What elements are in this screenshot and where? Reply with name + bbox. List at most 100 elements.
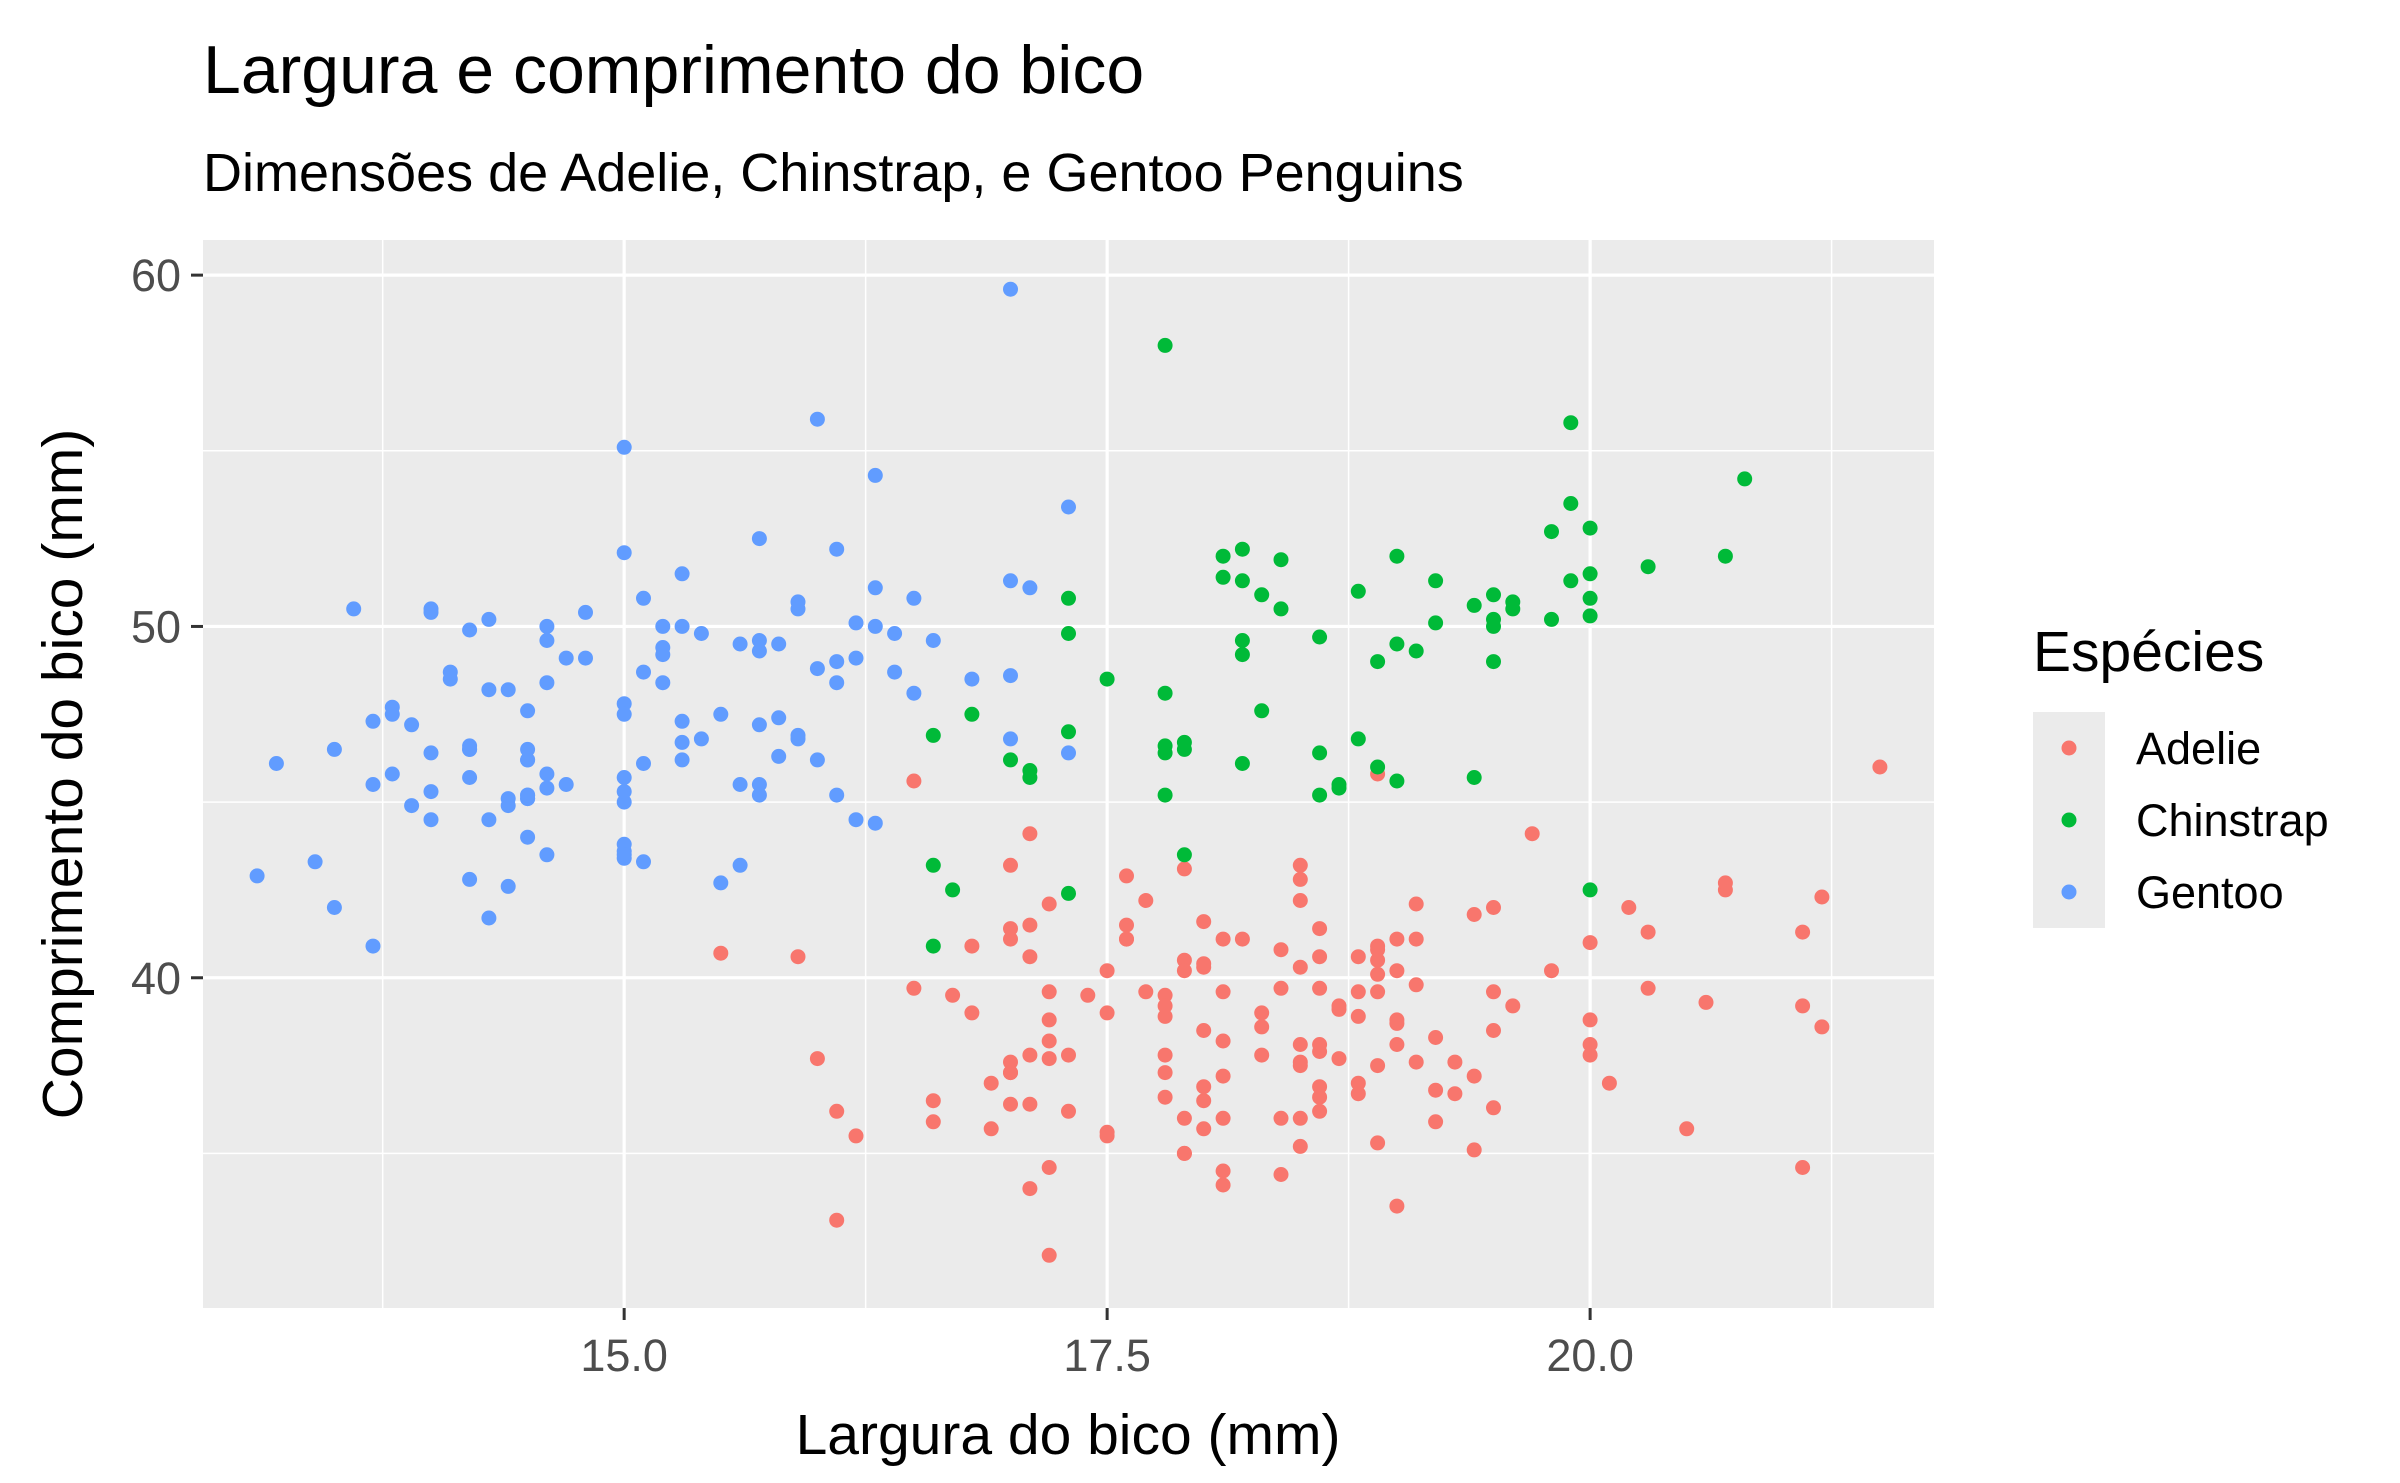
data-point: [1389, 1198, 1405, 1214]
data-point: [713, 706, 729, 722]
data-point: [1234, 541, 1250, 557]
data-point: [365, 777, 381, 792]
data-point: [1041, 1247, 1057, 1263]
data-point: [1003, 1054, 1018, 1070]
data-point: [1061, 1103, 1076, 1119]
data-point: [616, 784, 632, 800]
data-point: [307, 854, 323, 870]
data-point: [1582, 1047, 1598, 1063]
data-point: [1119, 931, 1134, 947]
data-point: [1292, 1138, 1308, 1154]
data-point: [925, 633, 941, 648]
data-point: [1544, 963, 1559, 979]
data-point: [867, 467, 883, 483]
data-point: [1312, 1079, 1328, 1095]
data-point: [423, 604, 439, 620]
data-point: [1196, 1121, 1212, 1137]
data-point: [809, 661, 825, 677]
data-point: [481, 812, 497, 828]
grid-minor-lines: [203, 240, 1934, 1308]
data-point: [616, 696, 632, 712]
data-point: [1640, 559, 1656, 575]
data-point: [732, 857, 748, 873]
data-point: [829, 675, 845, 691]
data-point: [636, 590, 651, 606]
data-point: [1698, 994, 1714, 1010]
data-point: [1196, 914, 1212, 930]
data-point: [1061, 745, 1076, 761]
data-point: [1176, 734, 1192, 750]
data-point: [867, 815, 883, 831]
data-point: [1157, 685, 1173, 701]
data-point: [1273, 552, 1289, 568]
data-point: [751, 787, 767, 803]
axis-ticks: [191, 273, 1592, 1320]
data-point: [1254, 1005, 1270, 1021]
data-point: [751, 633, 767, 648]
data-point: [481, 611, 497, 627]
data-point: [1486, 900, 1501, 915]
data-point: [1389, 963, 1405, 979]
data-point: [655, 640, 671, 655]
data-point: [346, 601, 362, 617]
data-point: [1814, 889, 1830, 905]
legend-key-chinstrap: [2061, 812, 2077, 828]
data-point: [1215, 569, 1231, 585]
data-point: [1041, 896, 1057, 912]
data-point: [1389, 1012, 1405, 1028]
data-point: [404, 798, 420, 814]
data-point: [1640, 980, 1656, 996]
data-point: [1003, 1096, 1018, 1112]
data-point: [636, 664, 651, 680]
data-point: [1292, 1110, 1308, 1126]
data-point: [1176, 1110, 1192, 1126]
data-point: [1003, 573, 1018, 589]
data-point: [1041, 1012, 1057, 1028]
data-point: [1563, 415, 1579, 431]
data-point: [1331, 777, 1347, 792]
data-point: [1061, 626, 1076, 641]
data-point: [1061, 499, 1076, 515]
data-point: [1582, 566, 1598, 582]
x-tick-labels: 15.0 17.5 20.0: [580, 1330, 1634, 1381]
data-points: [249, 281, 1888, 1263]
data-point: [906, 590, 922, 606]
legend-key-adelie: [2061, 740, 2077, 756]
data-point: [848, 812, 864, 828]
data-point: [1621, 900, 1637, 915]
data-point: [751, 777, 767, 792]
data-point: [1215, 1033, 1231, 1049]
data-point: [326, 741, 342, 757]
data-point: [1157, 998, 1173, 1014]
data-point: [1119, 917, 1134, 933]
data-point: [983, 1121, 999, 1137]
data-point: [1022, 580, 1038, 596]
data-point: [1099, 963, 1115, 979]
data-point: [906, 685, 922, 701]
data-point: [1872, 759, 1888, 775]
data-point: [423, 745, 439, 761]
data-point: [616, 847, 632, 863]
data-point: [1350, 1075, 1366, 1091]
data-point: [636, 854, 651, 870]
data-point: [1099, 1124, 1115, 1140]
data-point: [1466, 597, 1482, 613]
data-point: [1312, 787, 1328, 803]
data-point: [925, 1114, 941, 1130]
data-point: [1389, 773, 1405, 789]
data-point: [1234, 931, 1250, 947]
data-point: [1022, 826, 1038, 842]
data-point: [887, 664, 903, 680]
data-point: [423, 812, 439, 828]
data-point: [1138, 893, 1154, 908]
data-point: [1157, 1089, 1173, 1105]
data-point: [1814, 1019, 1830, 1035]
data-point: [1486, 1023, 1501, 1038]
data-point: [1428, 1082, 1444, 1098]
data-point: [1601, 1075, 1617, 1091]
x-tick-label: 20.0: [1546, 1330, 1634, 1381]
data-point: [1022, 770, 1038, 785]
data-point: [1157, 337, 1173, 353]
data-point: [1582, 520, 1598, 536]
